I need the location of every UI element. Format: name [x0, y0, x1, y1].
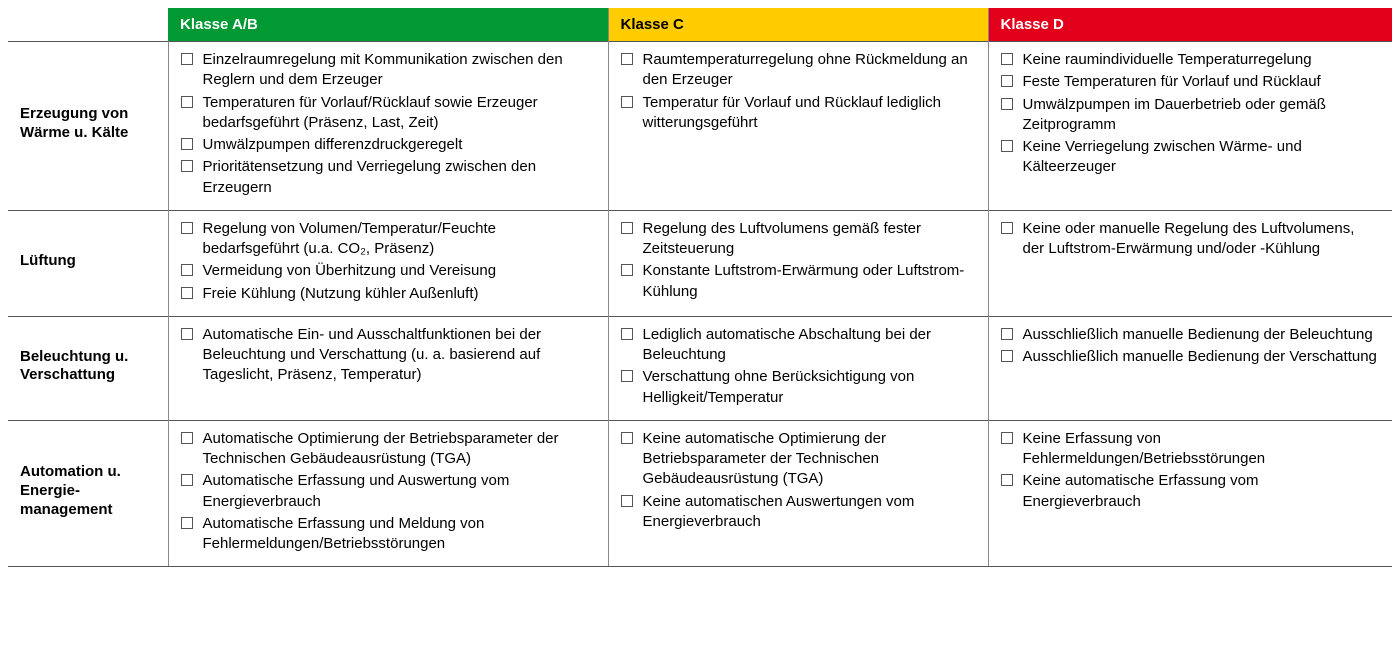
checklist: Automatische Optimierung der Betriebspar…: [181, 429, 596, 555]
list-item: Konstante Luftstrom-Erwärmung oder Lufts…: [621, 261, 976, 302]
list-item: Automatische Erfassung und Meldung von F…: [181, 514, 596, 555]
table-cell: Keine Erfassung von Fehlermeldungen/Betr…: [988, 420, 1392, 567]
row-label: Lüftung: [8, 210, 168, 316]
checklist: Regelung des Luftvolumens gemäß fester Z…: [621, 219, 976, 302]
checklist: Automatische Ein- und Ausschaltfunktione…: [181, 325, 596, 386]
table-cell: Lediglich automatische Abschaltung bei d…: [608, 316, 988, 420]
list-item: Ausschließlich manuelle Bedienung der Ve…: [1001, 347, 1381, 367]
header-row: Klasse A/B Klasse C Klasse D: [8, 8, 1392, 42]
list-item: Temperaturen für Vorlauf/Rücklauf sowie …: [181, 93, 596, 134]
table-cell: Regelung von Volumen/Temperatur/Feuchte …: [168, 210, 608, 316]
list-item: Lediglich automatische Abschaltung bei d…: [621, 325, 976, 366]
list-item: Keine automatische Optimierung der Betri…: [621, 429, 976, 490]
list-item: Verschattung ohne Berücksichtigung von H…: [621, 367, 976, 408]
table-body: Erzeugung von Wärme u. Kälte Einzelraumre…: [8, 42, 1392, 567]
table-cell: Keine oder manuelle Regelung des Luftvol…: [988, 210, 1392, 316]
col-header-ab: Klasse A/B: [168, 8, 608, 42]
list-item: Raumtemperaturregelung ohne Rückmeldung …: [621, 50, 976, 91]
list-item: Keine oder manuelle Regelung des Luftvol…: [1001, 219, 1381, 260]
list-item: Ausschließlich manuelle Bedienung der Be…: [1001, 325, 1381, 345]
checklist: Ausschließlich manuelle Bedienung der Be…: [1001, 325, 1381, 368]
checklist: Keine raumindividuelle Temperaturregelun…: [1001, 50, 1381, 178]
col-header-c: Klasse C: [608, 8, 988, 42]
table-cell: Automatische Ein- und Ausschaltfunktione…: [168, 316, 608, 420]
checklist: Keine automatische Optimierung der Betri…: [621, 429, 976, 532]
list-item: Prioritätensetzung und Verriegelung zwis…: [181, 157, 596, 198]
list-item: Regelung von Volumen/Temperatur/Feuchte …: [181, 219, 596, 260]
bacs-class-table: Klasse A/B Klasse C Klasse D Erzeugung v…: [8, 8, 1392, 567]
checklist: Keine Erfassung von Fehlermeldungen/Betr…: [1001, 429, 1381, 512]
table-cell: Automatische Optimierung der Betriebspar…: [168, 420, 608, 567]
table-cell: Einzelraumregelung mit Kommunikation zwi…: [168, 42, 608, 211]
list-item: Umwälzpumpen differenzdruckgeregelt: [181, 135, 596, 155]
list-item: Einzelraumregelung mit Kommunikation zwi…: [181, 50, 596, 91]
checklist: Einzelraumregelung mit Kommunikation zwi…: [181, 50, 596, 198]
table-cell: Regelung des Luftvolumens gemäß fester Z…: [608, 210, 988, 316]
checklist: Raumtemperaturregelung ohne Rückmeldung …: [621, 50, 976, 133]
table-cell: Raumtemperaturregelung ohne Rückmeldung …: [608, 42, 988, 211]
list-item: Freie Kühlung (Nutzung kühler Außenluft): [181, 284, 596, 304]
list-item: Automatische Optimierung der Betriebspar…: [181, 429, 596, 470]
checklist: Keine oder manuelle Regelung des Luftvol…: [1001, 219, 1381, 260]
list-item: Keine raumindividuelle Temperaturregelun…: [1001, 50, 1381, 70]
checklist: Lediglich automatische Abschaltung bei d…: [621, 325, 976, 408]
list-item: Keine Erfassung von Fehlermeldungen/Betr…: [1001, 429, 1381, 470]
table-row: Erzeugung von Wärme u. Kälte Einzelraumre…: [8, 42, 1392, 211]
list-item: Feste Temperaturen für Vorlauf und Rückl…: [1001, 72, 1381, 92]
header-blank: [8, 8, 168, 42]
row-label: Automation u. Energie­management: [8, 420, 168, 567]
row-label: Beleuchtung u. Verschattung: [8, 316, 168, 420]
table-cell: Keine raumindividuelle Temperaturregelun…: [988, 42, 1392, 211]
table-row: Beleuchtung u. VerschattungAutomatische …: [8, 316, 1392, 420]
table-cell: Keine automatische Optimierung der Betri…: [608, 420, 988, 567]
table-row: Automation u. Energie­management Automati…: [8, 420, 1392, 567]
checklist: Regelung von Volumen/Temperatur/Feuchte …: [181, 219, 596, 304]
list-item: Automatische Ein- und Ausschaltfunktione…: [181, 325, 596, 386]
list-item: Vermeidung von Überhitzung und Vereisung: [181, 261, 596, 281]
list-item: Keine Verriegelung zwischen Wärme- und K…: [1001, 137, 1381, 178]
list-item: Keine automatische Erfassung vom Energie…: [1001, 471, 1381, 512]
col-header-d: Klasse D: [988, 8, 1392, 42]
table-cell: Ausschließlich manuelle Bedienung der Be…: [988, 316, 1392, 420]
list-item: Keine automatischen Auswertungen vom Ene…: [621, 492, 976, 533]
list-item: Regelung des Luftvolumens gemäß fester Z…: [621, 219, 976, 260]
list-item: Umwälzpumpen im Dauerbetrieb oder gemäß …: [1001, 95, 1381, 136]
table-row: Lüftung Regelung von Volumen/Temperatur/F…: [8, 210, 1392, 316]
list-item: Automatische Erfassung und Auswertung vo…: [181, 471, 596, 512]
row-label: Erzeugung von Wärme u. Kälte: [8, 42, 168, 211]
list-item: Temperatur für Vorlauf und Rücklauf ledi…: [621, 93, 976, 134]
